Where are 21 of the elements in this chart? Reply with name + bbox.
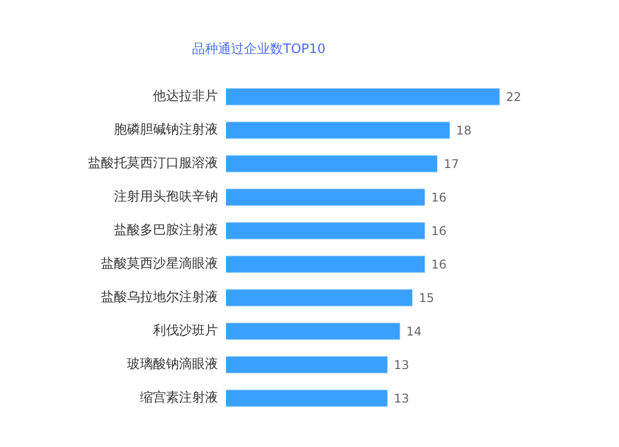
y-tick-label: 利伐沙班片 — [153, 324, 218, 339]
y-tick-label: 玻璃酸钠滴眼液 — [127, 357, 218, 372]
y-tick-label: 他达拉非片 — [153, 89, 218, 104]
y-tick-label: 盐酸多巴胺注射液 — [114, 223, 218, 238]
y-tick-label: 盐酸乌拉地尔注射液 — [101, 290, 218, 306]
data-label: 16 — [431, 257, 447, 272]
y-tick-label: 盐酸托莫西汀口服溶液 — [88, 155, 218, 172]
data-label: 17 — [444, 156, 460, 171]
data-label: 22 — [506, 90, 522, 104]
y-tick-label: 缩宫素注射液 — [140, 390, 218, 406]
data-label: 13 — [394, 358, 410, 372]
data-label: 13 — [394, 391, 410, 406]
y-tick-label: 盐酸莫西沙星滴眼液 — [101, 256, 218, 272]
y-tick-label: 胞磷胆碱钠注射液 — [114, 122, 218, 138]
chart-title: 品种通过企业数TOP10 — [192, 41, 326, 59]
data-label: 16 — [431, 190, 447, 204]
data-label: 15 — [418, 290, 434, 305]
data-label: 14 — [406, 324, 422, 338]
y-tick-label: 注射用头孢呋辛钠 — [114, 190, 218, 205]
data-label: 18 — [456, 123, 472, 138]
data-label: 16 — [431, 224, 447, 238]
